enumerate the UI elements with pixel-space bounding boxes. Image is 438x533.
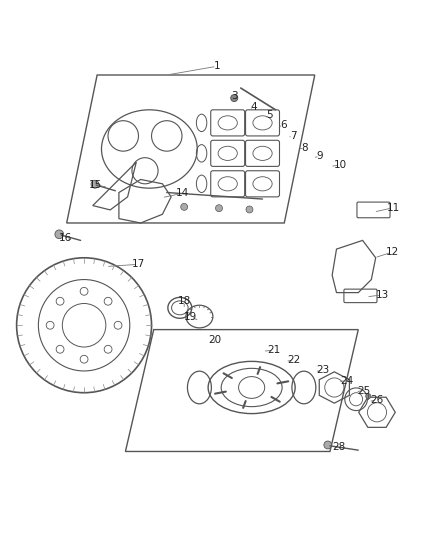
Text: 16: 16 bbox=[59, 233, 72, 243]
Text: 26: 26 bbox=[371, 395, 384, 405]
Text: 3: 3 bbox=[231, 91, 237, 101]
Text: 12: 12 bbox=[385, 247, 399, 257]
Text: 14: 14 bbox=[175, 188, 189, 198]
Circle shape bbox=[91, 180, 99, 188]
Text: 8: 8 bbox=[301, 143, 308, 153]
Text: 15: 15 bbox=[88, 180, 102, 190]
Text: 11: 11 bbox=[386, 203, 400, 213]
Circle shape bbox=[246, 206, 253, 213]
Text: 25: 25 bbox=[357, 385, 371, 395]
Circle shape bbox=[181, 204, 187, 211]
Text: 7: 7 bbox=[290, 131, 296, 141]
Text: 10: 10 bbox=[333, 160, 346, 170]
Text: 4: 4 bbox=[251, 102, 257, 112]
Text: 20: 20 bbox=[208, 335, 221, 345]
Text: 1: 1 bbox=[213, 61, 220, 71]
Circle shape bbox=[231, 94, 238, 102]
Text: 23: 23 bbox=[316, 365, 329, 375]
Text: 24: 24 bbox=[340, 376, 353, 385]
Circle shape bbox=[55, 230, 64, 239]
Text: 5: 5 bbox=[266, 110, 272, 120]
Text: 17: 17 bbox=[132, 260, 145, 269]
Text: 22: 22 bbox=[287, 355, 300, 365]
Circle shape bbox=[324, 441, 332, 449]
Text: 9: 9 bbox=[317, 151, 323, 161]
Text: 6: 6 bbox=[280, 120, 287, 130]
Text: 21: 21 bbox=[267, 345, 280, 355]
Circle shape bbox=[366, 393, 371, 399]
Text: 19: 19 bbox=[184, 312, 198, 321]
Text: 18: 18 bbox=[177, 296, 191, 306]
Text: 28: 28 bbox=[332, 442, 345, 452]
Circle shape bbox=[215, 205, 223, 212]
Text: 13: 13 bbox=[375, 290, 389, 300]
